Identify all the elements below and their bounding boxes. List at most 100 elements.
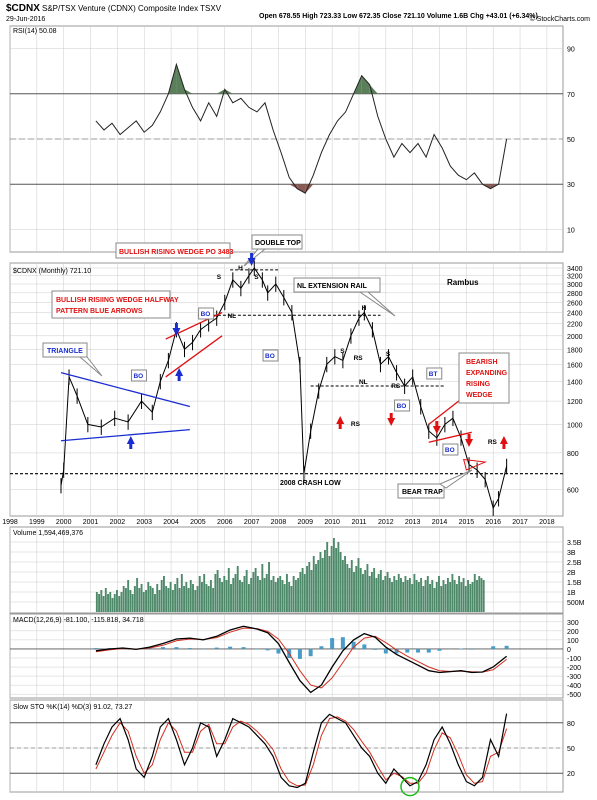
volume-bar [438,576,440,612]
bt-label: BT [429,371,438,378]
x-tick-label: 2007 [244,519,260,526]
macd-histogram-bar [469,648,474,650]
volume-bar [236,566,239,612]
nl-ext-label: NL EXTENSION RAIL [297,283,368,290]
volume-bar [104,588,107,612]
rsi-overbought-fill [216,89,225,94]
rsi-oversold-fill [305,184,314,194]
neckline-label-2011: NL [359,379,368,386]
volume-bar [169,582,172,612]
blue-up-arrow [126,436,135,444]
volume-bar [339,552,342,612]
volume-bar [433,588,436,612]
volume-bar [368,576,371,612]
volume-bar [355,566,358,612]
volume-bar [442,580,445,612]
volume-bar [118,596,121,612]
volume-bar [402,582,405,612]
volume-bar [411,584,414,612]
volume-bar [460,582,463,612]
volume-bar [214,574,217,612]
shoulder-label-2010: S [340,348,345,355]
volume-bar [203,574,206,612]
y-tick-label: 3000 [567,282,583,289]
x-tick-label: 1999 [29,519,45,526]
volume-bar [207,586,210,612]
volume-bar [205,584,208,612]
macd-histogram-bar [373,648,378,650]
triangle-pointer [78,356,103,377]
macd-histogram-bar [351,641,356,649]
x-tick-label: 1998 [2,519,18,526]
volume-bar [379,570,382,612]
y-tick-label: 500M [567,600,585,607]
volume-bar [133,586,136,612]
y-tick-label: -500 [567,692,581,699]
volume-bar [301,568,304,612]
volume-bar [239,580,241,612]
volume-bar [382,580,385,612]
volume-bar [458,576,461,612]
y-tick-label: 50 [567,746,575,753]
x-tick-label: 2015 [459,519,475,526]
volume-bar [247,584,250,612]
y-tick-label: 2800 [567,291,583,298]
volume-bar [480,578,483,612]
volume-bar [138,588,141,612]
volume-bar [315,564,317,612]
volume-bar [223,576,226,612]
y-tick-label: 70 [567,92,575,99]
macd-histogram-bar [319,646,324,649]
blue-down-arrow-stem [174,323,178,328]
shoulder-left-label: S [217,274,222,281]
wedge-po-box [115,242,231,259]
volume-bar [100,590,103,612]
bearish-line3: RISING [466,381,491,388]
macd-histogram-bar [362,644,367,649]
macd-histogram-bar [394,648,399,654]
volume-bar [476,580,478,612]
volume-bar [254,568,257,612]
y-tick-label: 1800 [567,347,583,354]
volume-bar [102,596,105,612]
volume-bar [165,586,168,612]
y-tick-label: 1400 [567,379,583,386]
x-tick-label: 2008 [271,519,287,526]
volume-bar [227,568,230,612]
x-tick-label: 2012 [378,519,394,526]
volume-bar [420,578,423,612]
price-title: $CDNX (Monthly) 721.10 [13,268,91,275]
y-tick-label: 90 [567,47,575,54]
ohlc-readout: Open 678.55 High 723.33 Low 672.35 Close… [259,13,538,20]
volume-bar [386,572,389,612]
bo-label-2014: BO [445,447,455,454]
macd-histogram-bar [405,648,410,653]
bearish-box [458,352,510,404]
macd-histogram-bar [214,647,219,649]
bearish-line4: WEDGE [466,392,493,399]
volume-bar [335,548,338,612]
rsi-line [95,62,508,194]
red-up-arrow-stem [502,444,506,449]
volume-bar [192,584,194,612]
rsi-oversold-fill [297,184,306,194]
wedge-po-label: BULLISH RISING WEDGE PO 3483 [119,249,233,256]
volume-bar [471,582,474,612]
x-tick-label: 2003 [136,519,152,526]
volume-bar [174,584,177,612]
y-tick-label: 2600 [567,300,583,307]
volume-bar [149,586,152,612]
x-tick-label: 2000 [56,519,72,526]
x-tick-label: 2016 [485,519,501,526]
volume-bar [176,578,179,612]
volume-bar [478,576,481,612]
volume-bar [162,576,165,612]
rs-label-lower: RS [351,421,361,428]
volume-bar [196,586,199,612]
volume-bar [321,558,324,612]
bo-label-2005: BO [201,311,211,318]
bo-label-2012-box [394,399,411,412]
volume-bar [377,574,380,612]
volume-bar [256,576,259,612]
macd-histogram-bar [330,638,335,649]
